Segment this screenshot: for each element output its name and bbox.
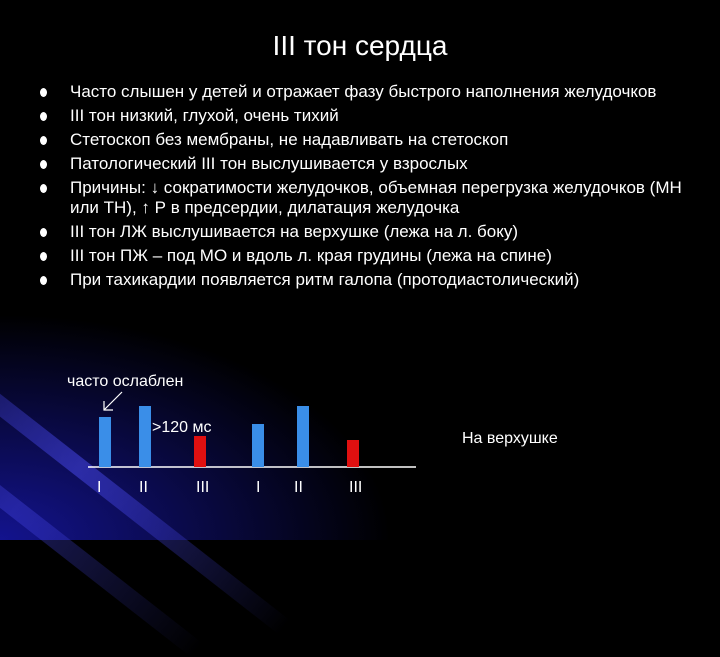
location-label: На верхушке	[462, 430, 558, 447]
tone-bar-second	[139, 406, 151, 467]
bullet-item: III тон низкий, глухой, очень тихий	[40, 106, 700, 126]
slide-title: III тон сердца	[272, 30, 448, 61]
tone-bar-first	[99, 417, 111, 467]
bullet-icon	[40, 276, 47, 285]
tone-label: III	[349, 479, 362, 496]
bullet-icon	[40, 88, 47, 97]
heart-tone-diagram: часто ослаблен >120 мс На верхушке I II …	[67, 373, 558, 496]
tone-bar-first	[252, 424, 264, 467]
bullet-text: Часто слышен у детей и отражает фазу быс…	[70, 82, 657, 101]
tone-label: I	[97, 479, 101, 496]
annotation-arrow-line	[103, 391, 123, 411]
bullet-icon	[40, 112, 47, 121]
bullet-text: III тон низкий, глухой, очень тихий	[70, 106, 339, 125]
bullet-icon	[40, 228, 47, 237]
bullet-text: При тахикардии появляется ритм галопа (п…	[70, 270, 580, 289]
bullet-item: Причины: ↓ сократимости желудочков, объе…	[40, 178, 700, 218]
bullet-icon	[40, 184, 47, 193]
bullet-text: Патологический III тон выслушивается у в…	[70, 154, 468, 173]
tone-label: II	[139, 479, 148, 496]
bullet-item: Часто слышен у детей и отражает фазу быс…	[40, 82, 700, 102]
bullet-list: Часто слышен у детей и отражает фазу быс…	[40, 82, 700, 294]
bullet-text: Причины: ↓ сократимости желудочков, объе…	[70, 178, 682, 217]
bullet-icon	[40, 252, 47, 261]
tone-label: I	[256, 479, 260, 496]
tone-bar-third	[347, 440, 359, 467]
tone-label: III	[196, 479, 209, 496]
interval-label: >120 мс	[152, 419, 211, 436]
bullet-text: Стетоскоп без мембраны, не надавливать н…	[70, 130, 509, 149]
tone-bar-third	[194, 436, 206, 467]
bullet-item: III тон ПЖ – под МО и вдоль л. края груд…	[40, 246, 700, 266]
annotation-arrow-head	[103, 401, 113, 411]
bullet-text: III тон ПЖ – под МО и вдоль л. края груд…	[70, 246, 552, 265]
bullet-item: Патологический III тон выслушивается у в…	[40, 154, 700, 174]
bullet-item: III тон ЛЖ выслушивается на верхушке (ле…	[40, 222, 700, 242]
background-glow	[0, 0, 720, 540]
bullet-text: III тон ЛЖ выслушивается на верхушке (ле…	[70, 222, 519, 241]
tone-bar-second	[297, 406, 309, 467]
weak-annotation-label: часто ослаблен	[67, 373, 183, 390]
bullet-item: Стетоскоп без мембраны, не надавливать н…	[40, 130, 700, 150]
tone-label: II	[294, 479, 303, 496]
bullet-icon	[40, 160, 47, 169]
bullet-item: При тахикардии появляется ритм галопа (п…	[40, 270, 700, 290]
bullet-icon	[40, 136, 47, 145]
